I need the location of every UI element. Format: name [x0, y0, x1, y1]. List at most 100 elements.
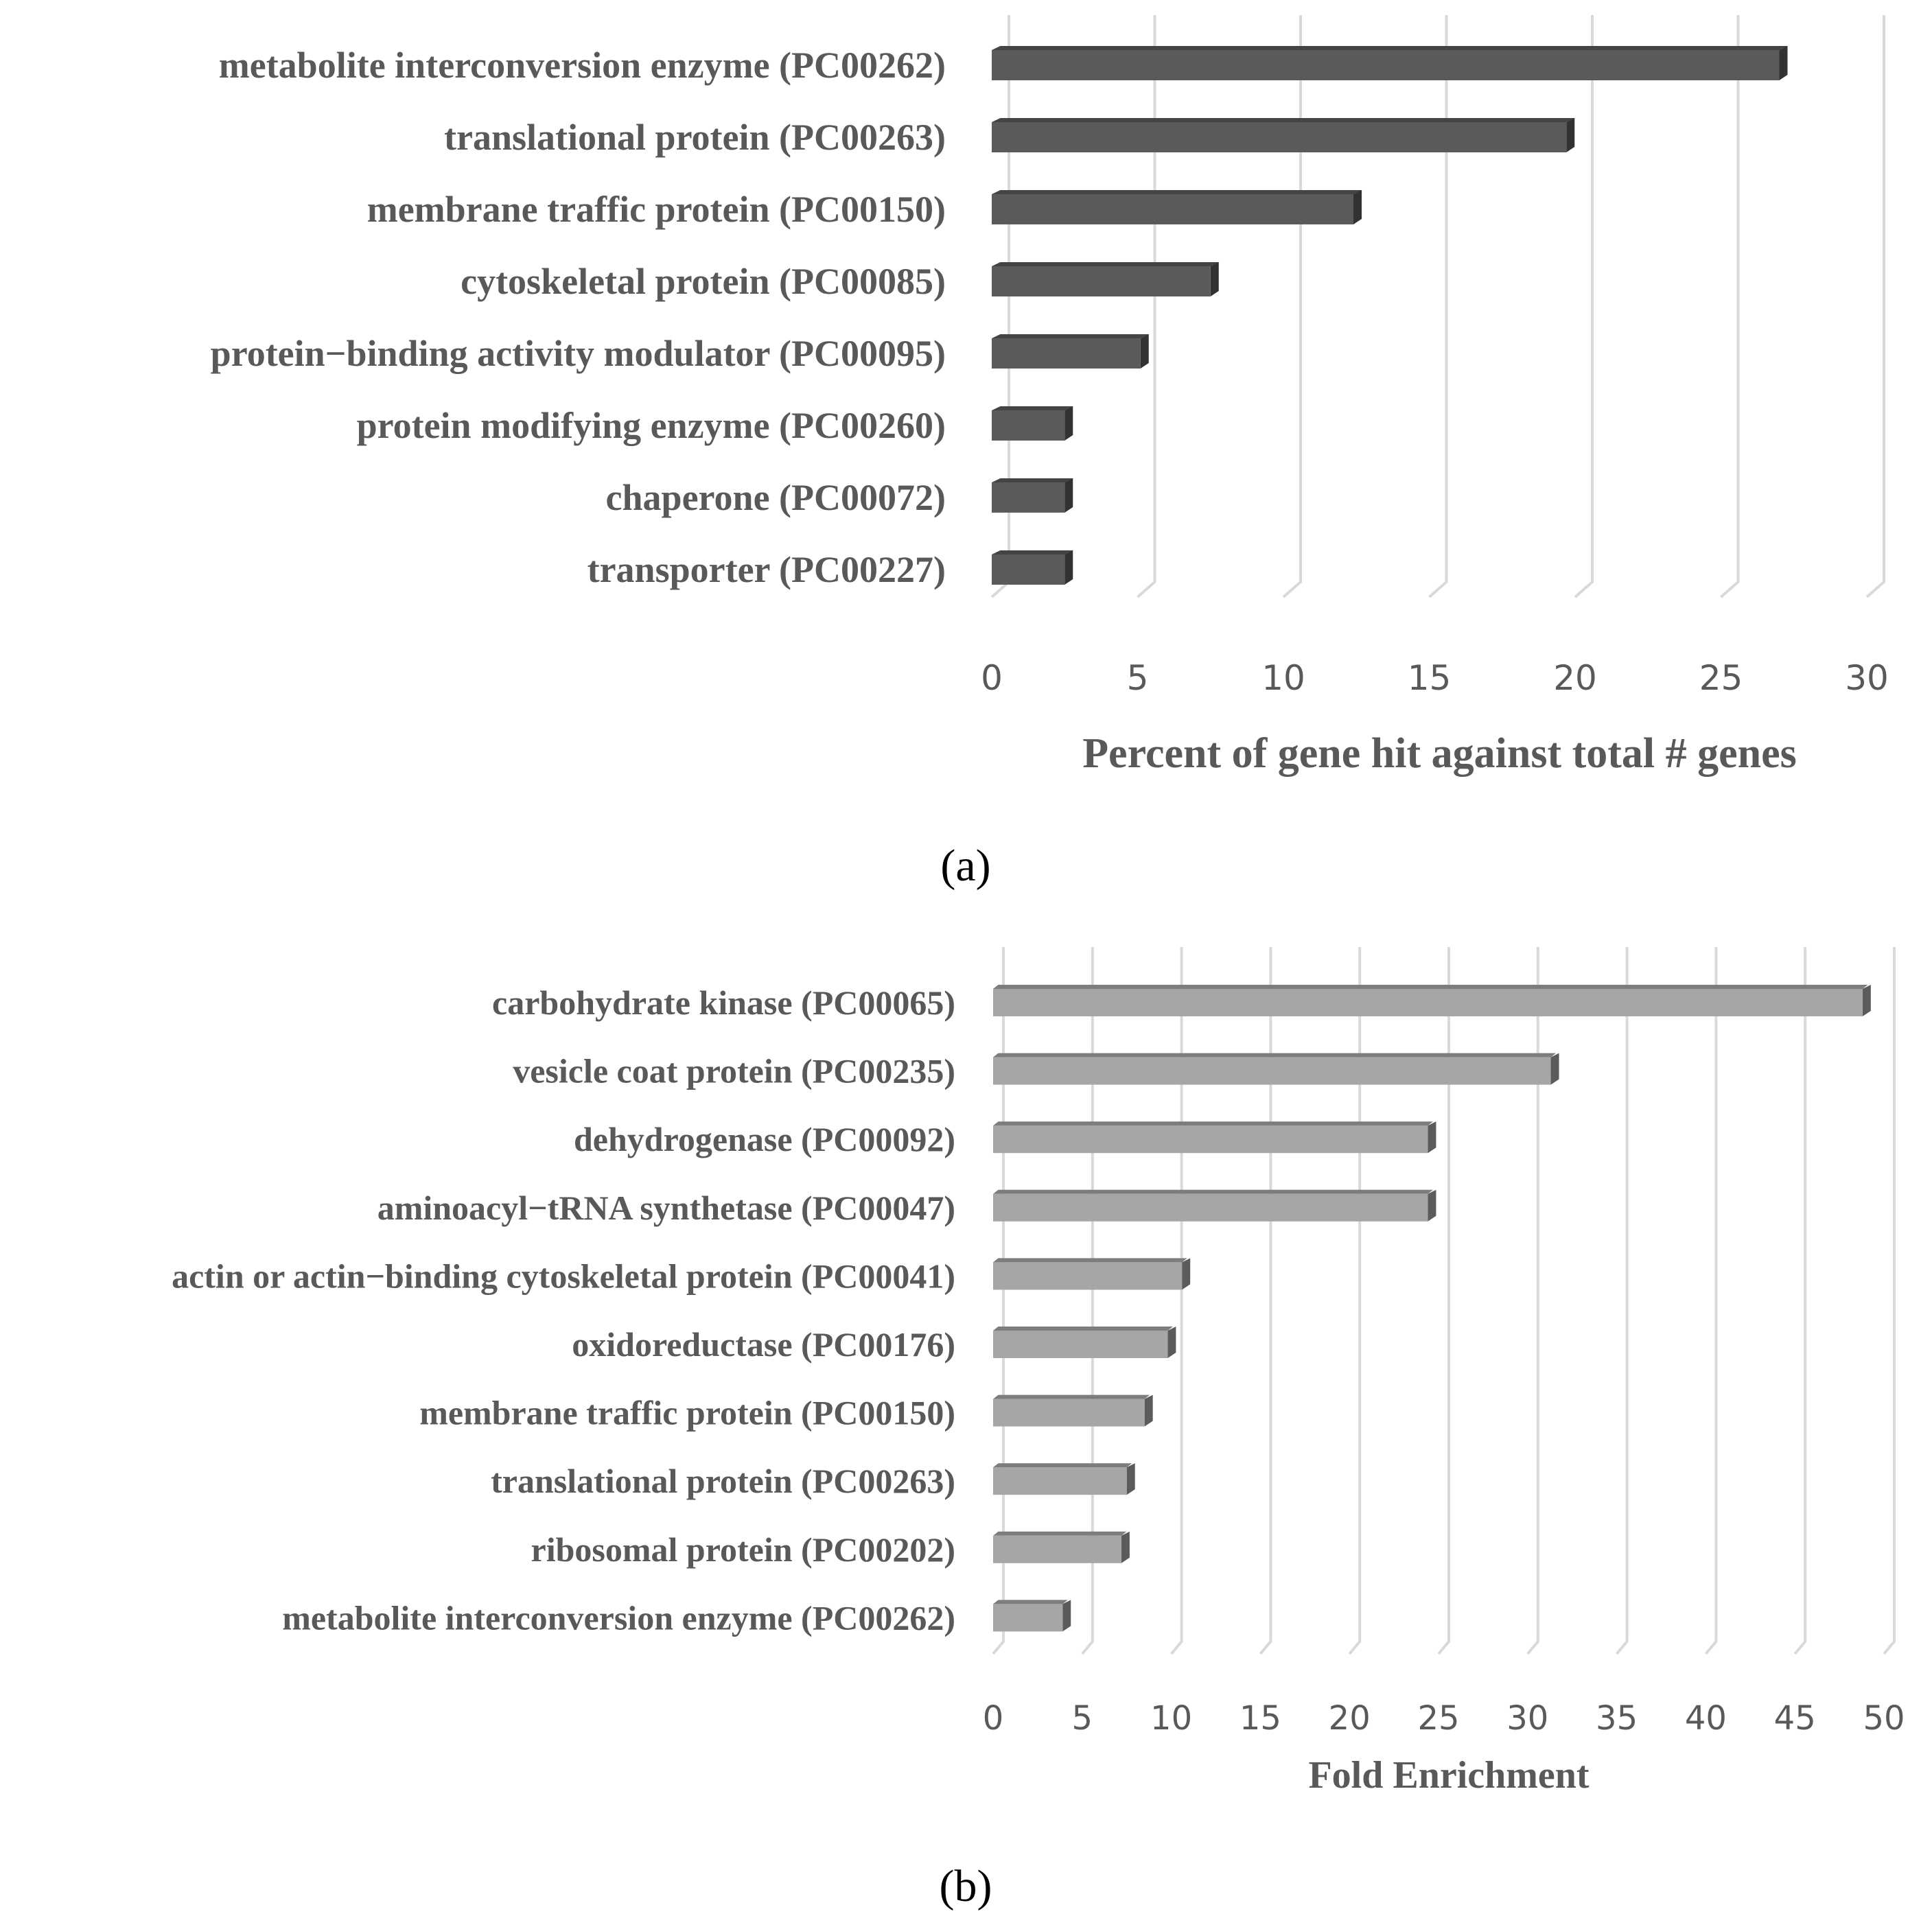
chart-b-gridline: [992, 947, 1005, 1655]
chart-a-gridline: [1865, 15, 1885, 598]
chart-a-tick-label: 20: [1553, 658, 1597, 698]
chart-b-bar-side: [1126, 1463, 1135, 1495]
chart-a-tick-label: 25: [1699, 658, 1743, 698]
chart-a-bar: [992, 194, 1353, 224]
chart-a-bar-top: [992, 334, 1150, 338]
chart-a-bar-side: [1064, 478, 1073, 513]
chart-a-category-label: chaperone (PC00072): [606, 477, 946, 518]
chart-b-gridline: [1883, 947, 1896, 1655]
chart-a-bar-top: [992, 262, 1220, 266]
chart-b-bar-side: [1144, 1394, 1153, 1427]
chart-b-gridline: [1526, 947, 1539, 1655]
chart-b-tick-label: 45: [1774, 1699, 1816, 1738]
chart-a-tick-label: 0: [981, 658, 1003, 698]
chart-b-bar-side: [1428, 1189, 1436, 1222]
chart-b-category-label: membrane traffic protein (PC00150): [419, 1394, 955, 1432]
chart-b-bar-side: [1167, 1327, 1176, 1358]
chart-b-category-label: aminoacyl−tRNA synthetase (PC00047): [377, 1189, 955, 1227]
chart-a-bar-side: [1566, 118, 1575, 152]
chart-b-tick-label: 20: [1329, 1699, 1371, 1738]
chart-b-bar-top: [993, 1258, 1187, 1263]
chart-b-bar: [993, 1125, 1428, 1154]
chart-b-tick-label: 50: [1863, 1699, 1905, 1738]
chart-b-bar-top: [993, 1327, 1173, 1331]
chart-b-gridline: [1170, 947, 1183, 1655]
chart-b-tick-label: 40: [1685, 1699, 1727, 1738]
chart-b-bar: [993, 1399, 1145, 1427]
chart-a-category-label: metabolite interconversion enzyme (PC002…: [219, 45, 946, 86]
chart-b-bar-side: [1062, 1600, 1071, 1632]
chart-b-tick-label: 30: [1506, 1699, 1548, 1738]
chart-a-bar-top: [992, 478, 1073, 482]
chart-a-category-label: protein−binding activity modulator (PC00…: [211, 333, 946, 374]
chart-b-bar: [993, 1535, 1121, 1563]
chart-b-bar-top: [993, 1053, 1557, 1058]
chart-b-gridline: [1793, 947, 1807, 1655]
chart-a-tick-label: 5: [1127, 658, 1149, 698]
chart-b-panel-label: (b): [940, 1861, 992, 1911]
chart-b-tick-label: 0: [983, 1699, 1004, 1738]
chart-b-bar: [993, 1262, 1183, 1290]
chart-b-tick-label: 10: [1150, 1699, 1192, 1738]
chart-a-bar-side: [1140, 334, 1149, 369]
chart-b-bar-side: [1121, 1531, 1130, 1563]
chart-a-gridline: [1282, 15, 1302, 598]
chart-a-bar-top: [992, 550, 1073, 554]
chart-a-bar: [992, 410, 1065, 441]
chart-b-category-label: ribosomal protein (PC00202): [531, 1530, 955, 1569]
chart-a-bar-top: [992, 406, 1073, 410]
chart-a-gridline: [1574, 15, 1594, 598]
chart-b-bar-top: [993, 1600, 1068, 1604]
chart-b-tick-label: 35: [1596, 1699, 1638, 1738]
chart-a-bar: [992, 266, 1211, 296]
chart-a-gridline: [1428, 15, 1448, 598]
chart-b-tick-label: 5: [1072, 1699, 1093, 1738]
chart-a-category-label: membrane traffic protein (PC00150): [367, 189, 946, 230]
chart-b-bar: [993, 1467, 1127, 1495]
chart-a-gridline: [1137, 15, 1156, 598]
chart-a-gridline: [1720, 15, 1740, 598]
chart-b-bar: [993, 1193, 1428, 1222]
chart-b-category-label: metabolite interconversion enzyme (PC002…: [282, 1598, 955, 1637]
chart-b-bar-side: [1862, 985, 1871, 1016]
chart-a-category-label: transporter (PC00227): [587, 549, 946, 590]
chart-a-bar: [992, 50, 1780, 80]
chart-b-gridline: [1437, 947, 1450, 1655]
chart-a-bar-side: [1064, 550, 1073, 585]
chart-b-bar-side: [1182, 1258, 1191, 1290]
chart-b-bar-top: [993, 1189, 1433, 1194]
chart-a-axis-title: Percent of gene hit against total # gene…: [1082, 730, 1797, 777]
chart-b-category-label: oxidoreductase (PC00176): [572, 1325, 955, 1364]
chart-b-bar: [993, 989, 1863, 1016]
chart-a-category-label: translational protein (PC00263): [444, 117, 946, 158]
chart-b-category-label: carbohydrate kinase (PC00065): [492, 983, 955, 1022]
chart-b-bar-top: [993, 1463, 1132, 1468]
chart-a-tick-label: 10: [1261, 658, 1305, 698]
chart-b-tick-label: 15: [1239, 1699, 1281, 1738]
chart-a-category-label: protein modifying enzyme (PC00260): [357, 405, 946, 446]
chart-b-gridline: [1616, 947, 1629, 1655]
chart-b-bar-top: [993, 1531, 1127, 1536]
chart-a-bar: [992, 338, 1141, 369]
chart-a-bar: [992, 554, 1065, 585]
chart-b-bar-side: [1550, 1053, 1559, 1085]
chart-a-tick-label: 15: [1408, 658, 1452, 698]
chart-a-bar-top: [992, 190, 1362, 194]
chart-b-category-label: vesicle coat protein (PC00235): [513, 1052, 955, 1090]
chart-a-tick-label: 30: [1845, 658, 1889, 698]
chart-b-gridline: [1704, 947, 1718, 1655]
chart-a-bar-top: [992, 46, 1788, 50]
chart-b-gridline: [1348, 947, 1362, 1655]
chart-a-bar: [992, 482, 1065, 513]
chart-a-bar-side: [1210, 262, 1219, 296]
chart-b-bar-top: [993, 1121, 1433, 1126]
chart-b-gridline: [1081, 947, 1094, 1655]
chart-b-bar-top: [993, 985, 1868, 989]
chart-b-bar: [993, 1331, 1168, 1358]
chart-a-bar-top: [992, 118, 1575, 122]
chart-b-tick-label: 25: [1417, 1699, 1459, 1738]
chart-b-bar-side: [1428, 1121, 1436, 1154]
chart-b-bar: [993, 1057, 1551, 1085]
chart-a-bar-side: [1779, 46, 1788, 80]
